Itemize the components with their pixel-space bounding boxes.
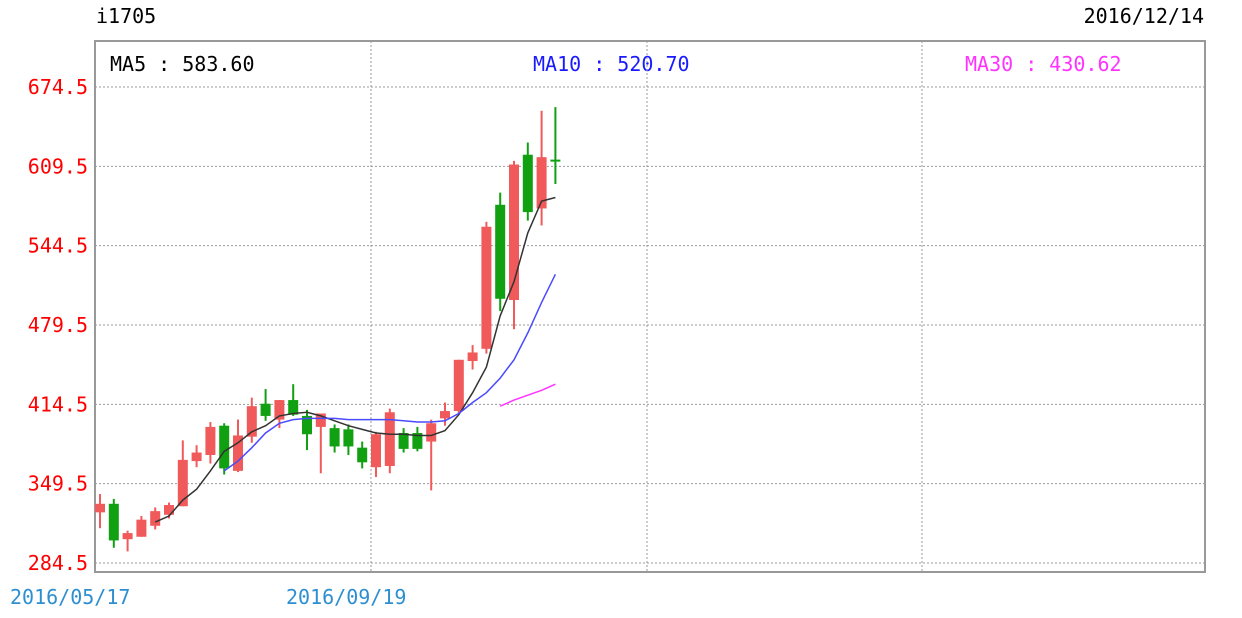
x-tick-label: 2016/05/17 bbox=[10, 585, 131, 609]
candle-body bbox=[233, 435, 243, 471]
candle-body bbox=[288, 400, 299, 415]
x-tick-label: 2016/09/19 bbox=[286, 585, 407, 609]
candle-body bbox=[191, 452, 202, 462]
candle-body bbox=[426, 423, 437, 442]
candle-body bbox=[522, 154, 533, 213]
y-tick-label: 284.5 bbox=[28, 551, 88, 575]
candle-body bbox=[509, 164, 519, 300]
candle-body bbox=[495, 204, 506, 299]
candle-body bbox=[440, 411, 450, 419]
candle-body bbox=[302, 415, 312, 435]
candle-body bbox=[481, 226, 492, 349]
candle-body bbox=[384, 412, 395, 466]
candle-body bbox=[95, 503, 105, 513]
candle-body bbox=[219, 425, 230, 469]
candle-body bbox=[260, 403, 271, 416]
ma30-line bbox=[499, 383, 556, 407]
candle-body bbox=[274, 400, 285, 420]
candle-body bbox=[536, 157, 547, 209]
y-tick-label: 674.5 bbox=[28, 75, 88, 99]
y-tick-label: 479.5 bbox=[28, 313, 88, 337]
candle-body bbox=[315, 413, 326, 427]
candle-body bbox=[329, 428, 340, 447]
candle-body bbox=[150, 511, 161, 526]
y-tick-label: 349.5 bbox=[28, 472, 88, 496]
candle-body bbox=[343, 429, 354, 447]
y-tick-label: 414.5 bbox=[28, 392, 88, 416]
chart-date: 2016/12/14 bbox=[1083, 4, 1204, 28]
y-tick-label: 544.5 bbox=[28, 234, 88, 258]
candle-body bbox=[164, 505, 174, 515]
candle-body bbox=[246, 406, 257, 437]
candle-body bbox=[136, 519, 147, 537]
contract-symbol: i1705 bbox=[96, 4, 157, 28]
plot-frame bbox=[94, 40, 1206, 573]
candle-body bbox=[550, 159, 561, 162]
ma5-line bbox=[154, 196, 556, 523]
candle-body bbox=[398, 433, 409, 449]
ma30-label: MA30 : 430.62 bbox=[965, 52, 1122, 76]
ma10-line bbox=[223, 273, 557, 472]
y-tick-label: 609.5 bbox=[28, 154, 88, 178]
candle-body bbox=[371, 434, 381, 468]
ma10-label: MA10 : 520.70 bbox=[533, 52, 690, 76]
candle-body bbox=[453, 359, 464, 412]
candle-body bbox=[177, 459, 188, 507]
candle-body bbox=[412, 433, 423, 449]
candle-body bbox=[467, 352, 478, 362]
candle-body bbox=[122, 533, 133, 540]
candle-body bbox=[205, 426, 216, 455]
candle-body bbox=[357, 447, 368, 463]
candle-body bbox=[108, 503, 119, 541]
ma5-label: MA5 : 583.60 bbox=[110, 52, 255, 76]
